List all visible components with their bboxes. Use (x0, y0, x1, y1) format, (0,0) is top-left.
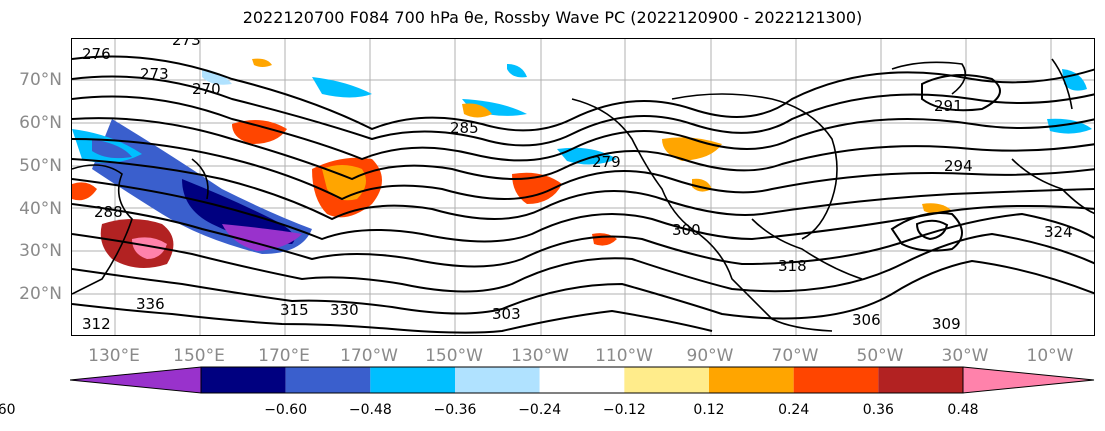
contour-label-294: 294 (944, 157, 973, 175)
lon-label-130e: 130°E (88, 346, 140, 366)
theta-e-contours (72, 55, 1094, 334)
contour-label-273-b: 273 (140, 65, 169, 83)
contour-labels: 273 270 276 273 291 294 288 285 279 300 … (82, 39, 1073, 333)
contour-label-276: 276 (82, 45, 111, 63)
colorbar-tick-label: 0.24 (778, 402, 810, 418)
lat-label-70n: 70°N (19, 70, 62, 90)
contour-label-318: 318 (778, 257, 807, 275)
contour-label-273-a: 273 (172, 39, 201, 49)
colorbar-cell (624, 367, 709, 393)
contour-label-336: 336 (136, 295, 165, 313)
lon-label-110w: 110°W (595, 346, 653, 366)
lat-label-20n: 20°N (19, 284, 62, 304)
colorbar-outline (200, 366, 964, 394)
lon-label-130w: 130°W (511, 346, 569, 366)
colorbar-cell (878, 367, 963, 393)
colorbar-cell (709, 367, 794, 393)
contour-label-291: 291 (934, 97, 963, 115)
contour-label-315: 315 (280, 301, 309, 319)
colorbar-extend-high (962, 366, 1095, 394)
map-panel: 273 270 276 273 291 294 288 285 279 300 … (71, 38, 1095, 336)
lat-label-50n: 50°N (19, 156, 62, 176)
lat-label-30n: 30°N (19, 241, 62, 261)
lon-label-90w: 90°W (686, 346, 734, 366)
lon-label-150e: 150°E (173, 346, 225, 366)
contour-label-288: 288 (94, 203, 123, 221)
colorbar-tick-label: 0.36 (862, 402, 894, 418)
lon-label-150w: 150°W (425, 346, 483, 366)
contour-label-303: 303 (492, 305, 521, 323)
contour-label-285: 285 (450, 119, 479, 137)
lon-label-50w: 50°W (856, 346, 904, 366)
negative-anomaly-shading (72, 64, 1092, 254)
colorbar-tick-label: 0.48 (947, 402, 979, 418)
lon-label-170e: 170°E (258, 346, 310, 366)
colorbar-cell (793, 367, 879, 393)
contour-label-270: 270 (192, 80, 221, 98)
colorbar-cell (455, 367, 540, 393)
contour-label-309: 309 (932, 315, 961, 333)
lon-label-30w: 30°W (941, 346, 989, 366)
colorbar-extend-low (70, 366, 202, 394)
colorbar-tick-label: 0.12 (693, 402, 725, 418)
lon-label-10w: 10°W (1026, 346, 1074, 366)
colorbar-tick-label: 0.60 (0, 402, 16, 418)
map-canvas: 273 270 276 273 291 294 288 285 279 300 … (72, 39, 1094, 335)
coastlines (72, 58, 1094, 332)
colorbar-tick-label: −0.60 (264, 402, 308, 418)
lat-label-40n: 40°N (19, 199, 62, 219)
colorbar-tick-label: −0.12 (602, 402, 646, 418)
colorbar-cell (370, 367, 455, 393)
colorbar-tick-label: −0.24 (518, 402, 562, 418)
lon-label-170w: 170°W (340, 346, 398, 366)
contour-label-324: 324 (1044, 223, 1073, 241)
contour-label-279: 279 (592, 153, 621, 171)
contour-label-306: 306 (852, 311, 881, 329)
lon-label-70w: 70°W (771, 346, 819, 366)
colorbar-cell (285, 367, 371, 393)
colorbar (70, 366, 1095, 394)
colorbar-cell (539, 367, 625, 393)
colorbar-cell (201, 367, 286, 393)
contour-label-312: 312 (82, 315, 111, 333)
lat-label-60n: 60°N (19, 113, 62, 133)
map-title: 2022120700 F084 700 hPa θe, Rossby Wave … (242, 8, 863, 27)
contour-label-300: 300 (672, 221, 701, 239)
colorbar-tick-label: −0.48 (348, 402, 392, 418)
contour-label-330: 330 (330, 301, 359, 319)
colorbar-tick-label: −0.36 (433, 402, 477, 418)
